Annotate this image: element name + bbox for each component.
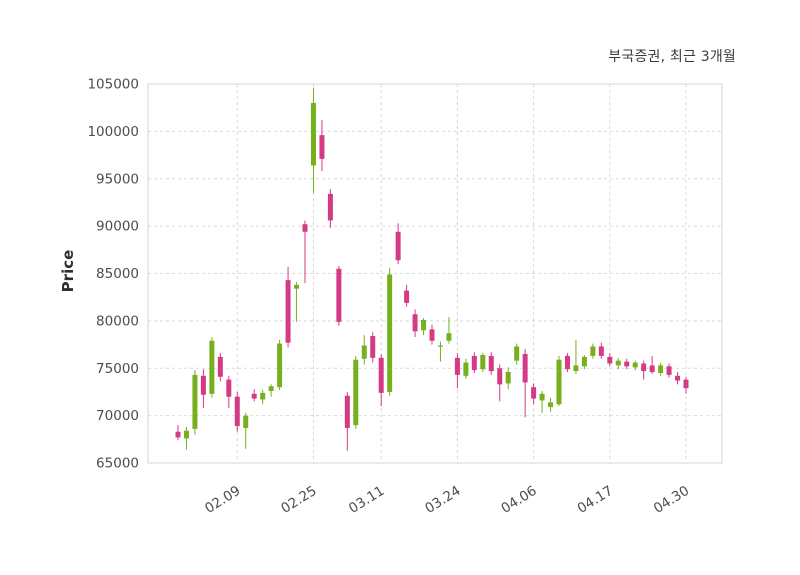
chart-title: 부국증권, 최근 3개월 [608, 49, 736, 65]
candle-body-up [268, 386, 274, 391]
candle-body-up [514, 346, 520, 361]
y-tick-label: 85000 [96, 266, 139, 282]
candle-body-down [649, 365, 655, 373]
candle-body-up [573, 365, 579, 372]
candle-layer [175, 87, 689, 451]
candle-body-up [243, 415, 249, 428]
candle-body-down [344, 395, 350, 428]
candle-body-down [404, 290, 410, 303]
candle-body-down [454, 357, 460, 375]
y-tick-label: 100000 [87, 124, 139, 140]
x-tick-label: 02.09 [202, 483, 243, 517]
candle-body-down [412, 314, 418, 332]
candle-body-down [327, 193, 333, 221]
candle-body-up [183, 430, 189, 439]
candle-body-up [615, 360, 621, 366]
candle-body-up [209, 340, 215, 394]
candle-body-down [200, 375, 206, 395]
candle-body-up [480, 354, 486, 370]
x-tick-label: 04.17 [575, 483, 616, 517]
y-tick-label: 90000 [96, 219, 139, 235]
x-tick-label: 02.25 [278, 483, 319, 517]
plot-frame [147, 83, 723, 464]
candle-body-up [581, 356, 587, 367]
candle-body-up [387, 274, 393, 392]
candle-body-down [217, 356, 223, 377]
candle-body-up [658, 365, 664, 373]
x-tick-label: 04.06 [498, 483, 539, 517]
candle-body-down [378, 357, 384, 393]
candle-body-up [437, 345, 443, 347]
candle-body-down [522, 354, 528, 383]
x-tick-label: 03.11 [346, 483, 387, 517]
candle-body-up [192, 374, 198, 429]
candle-body-up [361, 345, 367, 359]
y-tick-label: 95000 [96, 171, 139, 187]
candle-body-down [234, 396, 240, 427]
candle-body-up [421, 319, 427, 331]
y-tick-label: 75000 [96, 361, 139, 377]
candle-body-down [641, 363, 647, 372]
candle-body-down [683, 379, 689, 389]
candle-body-down [319, 135, 325, 159]
candle-body-up [277, 343, 283, 388]
candle-body-up [556, 359, 562, 405]
candle-body-down [175, 431, 181, 438]
y-tick-label: 70000 [96, 408, 139, 424]
candle-body-down [624, 361, 630, 367]
grid-layer [147, 83, 723, 464]
x-tick-label: 03.24 [422, 483, 463, 517]
candle-body-up [260, 392, 266, 400]
candle-body-down [285, 280, 291, 343]
candle-body-up [353, 359, 359, 426]
candle-body-down [471, 355, 477, 371]
y-tick-label: 80000 [96, 313, 139, 329]
candle-body-down [497, 368, 503, 385]
candle-body-down [370, 336, 376, 358]
candle-body-down [302, 224, 308, 232]
candle-body-down [226, 379, 232, 397]
y-tick-label: 65000 [96, 456, 139, 472]
candle-body-up [548, 402, 554, 408]
candle-body-up [590, 346, 596, 356]
x-tick-label: 04.30 [651, 483, 692, 517]
candle-body-up [294, 284, 300, 289]
candle-body-down [564, 355, 570, 370]
axis-label-layer: 65000 70000 75000 80000 85000 90000 95000 10000… [87, 77, 692, 517]
candle-body-up [539, 393, 545, 401]
y-tick-label: 105000 [87, 77, 139, 93]
candle-body-down [675, 375, 681, 381]
candle-body-down [607, 356, 613, 364]
candle-body-down [336, 268, 342, 322]
candle-body-up [446, 333, 452, 341]
candle-body-down [429, 329, 435, 341]
candle-body-down [488, 355, 494, 372]
candle-body-down [395, 231, 401, 261]
candle-body-up [463, 362, 469, 376]
candle-body-down [251, 393, 257, 399]
candle-body-down [666, 366, 672, 375]
candle-body-up [310, 102, 316, 166]
candle-body-down [531, 387, 537, 399]
candle-body-up [632, 362, 638, 368]
candle-body-down [598, 346, 604, 356]
candle-body-up [505, 372, 511, 384]
